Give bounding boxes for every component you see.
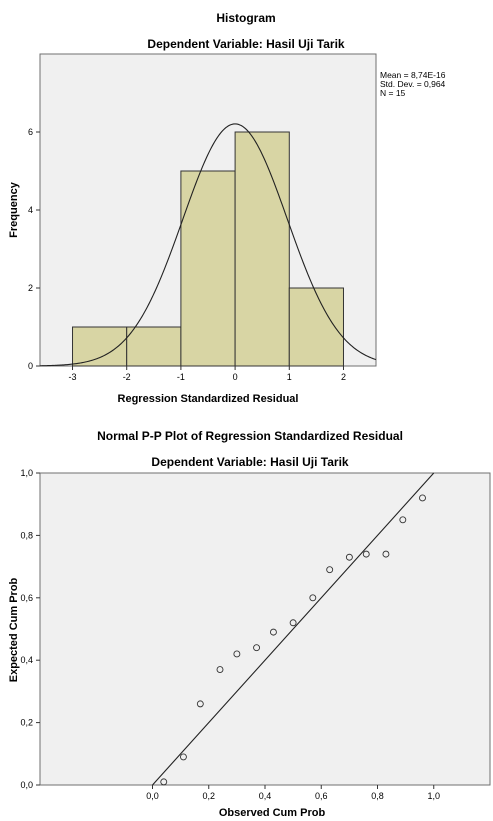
x-tick-label: 1,0: [427, 791, 440, 801]
histogram-y-axis-label: Frequency: [8, 181, 20, 238]
histogram-chart: Histogram Dependent Variable: Hasil Uji …: [8, 11, 446, 405]
x-tick-label: -3: [69, 372, 77, 382]
pp-point: [196, 700, 204, 708]
pp-point: [160, 778, 168, 786]
pp-y-axis-label: Expected Cum Prob: [8, 577, 20, 682]
stat-line: Mean = 8,74E-16: [380, 70, 446, 80]
pp-plot-chart: Normal P-P Plot of Regression Standardiz…: [8, 429, 491, 819]
pp-point: [216, 666, 224, 674]
y-tick-label: 0,0: [20, 780, 33, 790]
pp-point: [399, 516, 407, 524]
histogram-bars: [72, 131, 344, 367]
x-tick-label: 2: [341, 372, 346, 382]
histogram-bar: [234, 131, 290, 367]
x-tick-label: 0,8: [371, 791, 384, 801]
histogram-x-ticks: -3 -2 -1 0 1 2: [69, 366, 346, 382]
pp-point: [382, 550, 390, 558]
pp-y-ticks: 0,0 0,2 0,4 0,6 0,8 1,0: [20, 468, 40, 790]
y-tick-label: 4: [28, 205, 33, 215]
pp-plot-area: [39, 472, 491, 786]
y-tick-label: 0: [28, 361, 33, 371]
x-tick-label: -1: [177, 372, 185, 382]
y-tick-label: 2: [28, 283, 33, 293]
pp-point: [253, 644, 261, 652]
pp-point: [419, 494, 426, 502]
y-tick-label: 0,6: [20, 593, 33, 603]
x-tick-label: 0,0: [146, 791, 159, 801]
x-tick-label: 1: [287, 372, 292, 382]
y-tick-label: 6: [28, 127, 33, 137]
pp-x-ticks: 0,0 0,2 0,4 0,6 0,8 1,0: [146, 785, 440, 801]
y-tick-label: 1,0: [20, 468, 33, 478]
histogram-bar: [126, 326, 182, 367]
pp-plot-title: Normal P-P Plot of Regression Standardiz…: [97, 429, 403, 443]
x-tick-label: 0,2: [202, 791, 215, 801]
reference-line: [152, 472, 435, 786]
x-tick-label: -2: [123, 372, 131, 382]
y-tick-label: 0,4: [20, 655, 33, 665]
histogram-title: Histogram: [216, 11, 275, 25]
y-tick-label: 0,8: [20, 530, 33, 540]
pp-point: [362, 550, 370, 558]
pp-x-axis-label: Observed Cum Prob: [219, 807, 326, 819]
pp-point: [326, 566, 334, 574]
x-tick-label: 0,4: [259, 791, 272, 801]
pp-point: [233, 650, 241, 658]
pp-point: [289, 619, 297, 627]
pp-point: [345, 553, 353, 561]
pp-point: [269, 628, 277, 636]
histogram-subtitle: Dependent Variable: Hasil Uji Tarik: [147, 37, 345, 51]
y-tick-label: 0,2: [20, 718, 33, 728]
normal-curve: [39, 123, 377, 367]
pp-point: [179, 753, 187, 761]
pp-point: [309, 594, 317, 602]
pp-points: [160, 494, 426, 786]
histogram-x-axis-label: Regression Standardized Residual: [118, 393, 299, 405]
x-tick-label: 0,6: [315, 791, 328, 801]
stat-line: N = 15: [380, 88, 406, 98]
x-tick-label: 0: [233, 372, 238, 382]
stat-line: Std. Dev. = 0,964: [380, 79, 446, 89]
histogram-y-ticks: 0 2 4 6: [28, 127, 40, 371]
histogram-bar: [180, 170, 236, 367]
pp-plot-subtitle: Dependent Variable: Hasil Uji Tarik: [151, 455, 349, 469]
